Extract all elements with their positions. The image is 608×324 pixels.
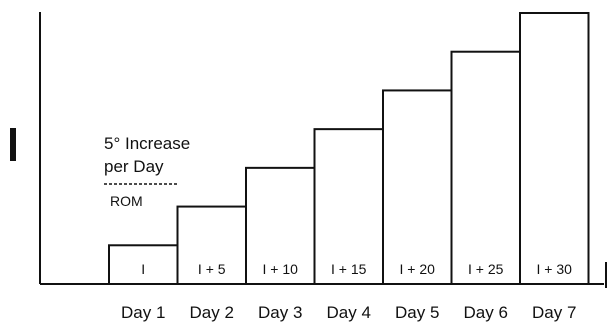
- x-tick-label-7: Day 7: [532, 303, 576, 322]
- bar-label-6: I + 25: [468, 261, 504, 277]
- annotation-rom: ROM: [110, 193, 143, 209]
- bar-label-1: I: [141, 261, 145, 277]
- x-tick-label-5: Day 5: [395, 303, 439, 322]
- x-tick-label-1: Day 1: [121, 303, 165, 322]
- x-tick-label-4: Day 4: [327, 303, 371, 322]
- bar-label-3: I + 10: [263, 261, 299, 277]
- x-tick-label-2: Day 2: [190, 303, 234, 322]
- annotation-increase: 5° Increase: [104, 134, 190, 153]
- x-tick-label-3: Day 3: [258, 303, 302, 322]
- annotation-per-day: per Day: [104, 157, 164, 176]
- y-axis-label-mark: [10, 128, 16, 161]
- bar-6: [450, 50, 521, 286]
- bar-5: [382, 89, 453, 285]
- bar-4: [313, 128, 384, 285]
- bar-7: [519, 12, 590, 285]
- bar-label-5: I + 20: [400, 261, 436, 277]
- bar-label-2: I + 5: [198, 261, 226, 277]
- bars: I Day 1 I + 5 Day 2 I + 10 Day 3 I + 15 Day 4 I …: [108, 12, 590, 322]
- bar-label-4: I + 15: [331, 261, 367, 277]
- x-tick-label-6: Day 6: [464, 303, 508, 322]
- bar-3: [245, 166, 316, 286]
- bar-label-7: I + 30: [537, 261, 573, 277]
